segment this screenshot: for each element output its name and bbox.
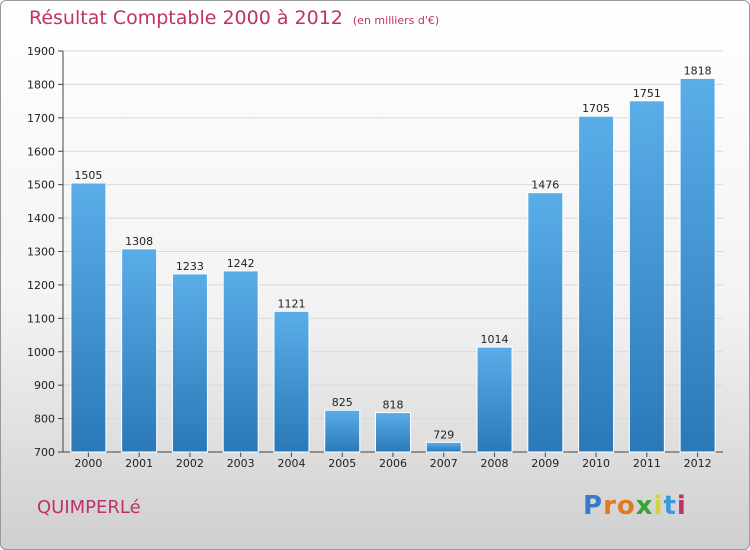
y-tick-label: 1900 (27, 45, 55, 58)
x-tick-label: 2001 (125, 457, 153, 470)
x-tick-label: 2008 (481, 457, 509, 470)
bar-2005 (324, 409, 361, 453)
bars (70, 77, 716, 453)
data-label-2006: 818 (383, 399, 404, 412)
bar-2003 (222, 270, 259, 453)
logo-letter: x (635, 491, 654, 521)
proxiti-logo: Proxiti (583, 491, 687, 521)
data-label-2012: 1818 (684, 64, 712, 77)
y-tick-label: 1200 (27, 279, 55, 292)
y-tick-label: 800 (34, 413, 55, 426)
data-label-2011: 1751 (633, 87, 661, 100)
data-label-2009: 1476 (531, 179, 559, 192)
data-label-2007: 729 (433, 428, 454, 441)
chart-subtitle: (en milliers d'€) (352, 14, 440, 27)
data-labels: 1505 1308 1233 1242 1121 825 818 729 1014 1476 170… (74, 64, 711, 441)
data-label-2003: 1242 (227, 257, 255, 270)
x-tick-label: 2007 (430, 457, 458, 470)
bar-2012 (679, 77, 716, 453)
data-label-2010: 1705 (582, 102, 610, 115)
bar-2001 (121, 248, 158, 453)
x-tick-label: 2009 (531, 457, 559, 470)
bar-2010 (578, 115, 615, 453)
data-label-2005: 825 (332, 396, 353, 409)
x-tick-label: 2005 (328, 457, 356, 470)
data-label-2002: 1233 (176, 260, 204, 273)
bar-2011 (628, 100, 665, 453)
y-tick-label: 1800 (27, 78, 55, 91)
y-tick-label: 900 (34, 379, 55, 392)
y-tick-label: 1600 (27, 145, 55, 158)
y-tick-label: 1700 (27, 112, 55, 125)
y-tick-label: 1500 (27, 179, 55, 192)
logo-letter: i (676, 491, 687, 521)
city-name: QUIMPERLé (37, 497, 141, 518)
logo-letter: P (583, 491, 604, 521)
bar-2008 (476, 346, 513, 453)
bar-2002 (171, 273, 208, 453)
y-tick-label: 700 (34, 446, 55, 459)
logo-letter: t (663, 491, 677, 521)
y-tick-label: 1400 (27, 212, 55, 225)
bar-2006 (375, 412, 411, 453)
x-tick-label: 2004 (277, 457, 305, 470)
logo-letter: o (616, 491, 636, 521)
y-tick-label: 1100 (27, 312, 55, 325)
chart-title-text: Résultat Comptable 2000 à 2012 (29, 7, 343, 29)
data-label-2001: 1308 (125, 235, 153, 248)
bar-2004 (273, 310, 310, 453)
x-tick-label: 2011 (633, 457, 661, 470)
axes: 700 800 900 1000 1100 1200 1300 1400 1500 1600 170… (27, 45, 723, 470)
data-label-2004: 1121 (277, 297, 305, 310)
x-tick-label: 2000 (74, 457, 102, 470)
x-tick-label: 2006 (379, 457, 407, 470)
y-tick-label: 1300 (27, 246, 55, 259)
bar-2007 (425, 441, 462, 453)
x-tick-label: 2002 (176, 457, 204, 470)
x-tick-label: 2003 (227, 457, 255, 470)
data-label-2008: 1014 (481, 333, 509, 346)
data-label-2000: 1505 (74, 169, 102, 182)
logo-letter: i (653, 491, 664, 521)
grid-lines (63, 50, 723, 453)
chart-title: Résultat Comptable 2000 à 2012 (en millie… (29, 7, 439, 29)
y-tick-label: 1000 (27, 346, 55, 359)
x-tick-label: 2010 (582, 457, 610, 470)
bar-2000 (70, 182, 107, 453)
x-tick-label: 2012 (684, 457, 712, 470)
bar-2009 (527, 192, 564, 453)
logo-letter: r (603, 491, 617, 521)
